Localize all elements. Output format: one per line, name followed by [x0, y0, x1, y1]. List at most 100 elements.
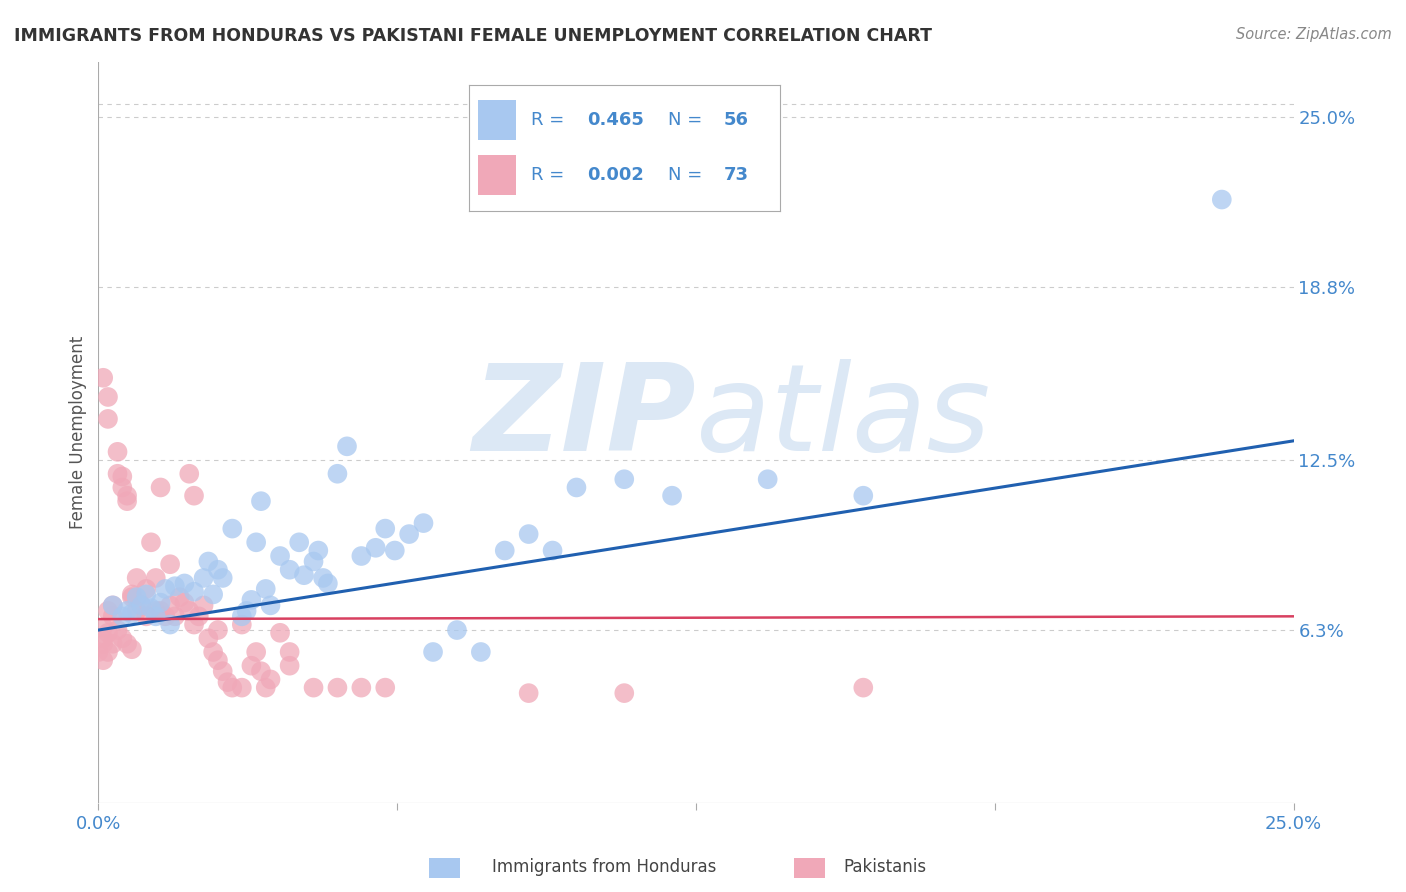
Point: [179, 604, 201, 618]
Point: [211, 571, 233, 585]
Point: [91, 632, 114, 646]
Point: [87, 645, 110, 659]
Point: [107, 467, 129, 481]
Point: [193, 599, 215, 613]
Point: [145, 609, 167, 624]
Point: [187, 609, 209, 624]
Point: [115, 494, 138, 508]
Point: [326, 467, 349, 481]
Point: [207, 653, 229, 667]
Point: [221, 681, 243, 695]
Point: [422, 645, 444, 659]
Point: [159, 558, 181, 572]
Point: [111, 480, 134, 494]
Point: [115, 604, 138, 618]
Point: [139, 601, 162, 615]
Point: [183, 489, 205, 503]
Point: [250, 664, 273, 678]
Point: [149, 604, 172, 618]
Text: IMMIGRANTS FROM HONDURAS VS PAKISTANI FEMALE UNEMPLOYMENT CORRELATION CHART: IMMIGRANTS FROM HONDURAS VS PAKISTANI FE…: [14, 27, 932, 45]
Point: [97, 645, 120, 659]
Point: [183, 584, 205, 599]
Point: [135, 587, 157, 601]
Point: [145, 604, 167, 618]
Point: [173, 596, 195, 610]
Point: [240, 593, 263, 607]
Point: [131, 599, 153, 613]
Point: [756, 472, 779, 486]
Point: [278, 563, 301, 577]
Point: [661, 489, 683, 503]
Point: [115, 637, 138, 651]
Point: [541, 543, 564, 558]
Point: [302, 681, 325, 695]
Point: [398, 527, 420, 541]
Point: [245, 645, 267, 659]
Point: [101, 599, 124, 613]
Point: [111, 609, 134, 624]
Point: [245, 535, 267, 549]
Point: [278, 658, 301, 673]
Point: [202, 645, 225, 659]
Point: [155, 609, 177, 624]
Point: [250, 494, 273, 508]
Point: [312, 571, 335, 585]
Point: [231, 681, 253, 695]
Point: [131, 599, 153, 613]
Point: [121, 590, 143, 604]
Point: [97, 604, 120, 618]
Point: [107, 623, 129, 637]
Point: [202, 587, 225, 601]
Point: [125, 571, 148, 585]
Point: [269, 625, 291, 640]
Point: [135, 582, 157, 596]
Point: [565, 480, 588, 494]
Point: [101, 599, 124, 613]
Point: [364, 541, 387, 555]
Point: [613, 472, 636, 486]
Point: [316, 576, 339, 591]
Point: [259, 673, 281, 687]
Point: [101, 637, 124, 651]
Point: [517, 527, 540, 541]
Point: [384, 543, 406, 558]
Text: ZIP: ZIP: [472, 359, 696, 476]
Y-axis label: Female Unemployment: Female Unemployment: [69, 336, 87, 529]
Point: [107, 445, 129, 459]
Point: [115, 489, 138, 503]
Point: [350, 681, 373, 695]
Point: [149, 480, 172, 494]
Point: [101, 609, 124, 624]
Point: [121, 607, 143, 621]
Point: [159, 599, 181, 613]
Point: [135, 609, 157, 624]
Point: [139, 535, 162, 549]
Point: [240, 658, 263, 673]
Point: [91, 637, 114, 651]
Point: [374, 522, 396, 536]
Point: [221, 522, 243, 536]
Point: [91, 653, 114, 667]
Point: [179, 467, 201, 481]
Point: [125, 604, 148, 618]
Point: [217, 675, 239, 690]
Point: [121, 587, 143, 601]
Point: [111, 632, 134, 646]
Point: [302, 554, 325, 568]
Point: [159, 617, 181, 632]
Point: [97, 390, 120, 404]
Point: [1211, 193, 1233, 207]
Point: [149, 596, 172, 610]
Point: [307, 543, 329, 558]
Point: [207, 623, 229, 637]
Point: [155, 582, 177, 596]
Point: [278, 645, 301, 659]
Point: [852, 681, 875, 695]
Text: Pakistanis: Pakistanis: [844, 858, 927, 876]
Point: [97, 625, 120, 640]
Point: [163, 579, 186, 593]
Point: [183, 617, 205, 632]
Point: [169, 590, 191, 604]
Point: [193, 571, 215, 585]
Point: [207, 563, 229, 577]
